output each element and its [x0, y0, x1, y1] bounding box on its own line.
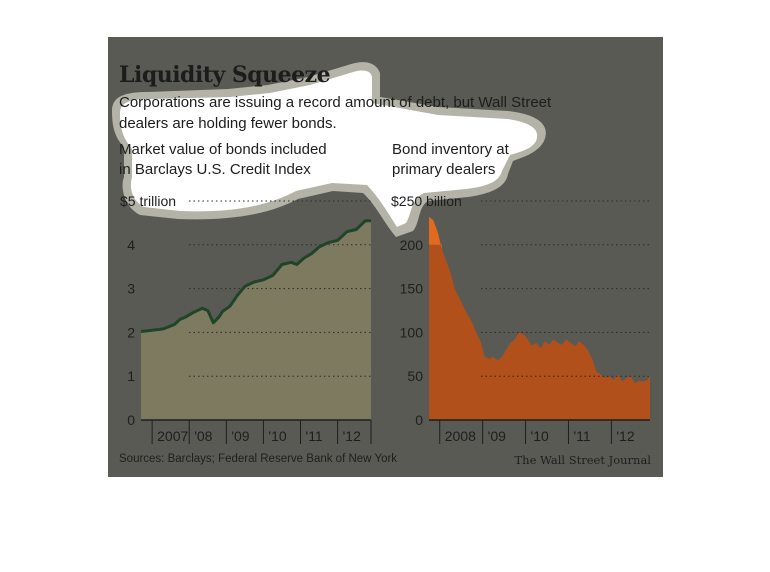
left-xtick-label: '12	[343, 428, 361, 444]
left-xtick-label: '10	[268, 428, 286, 444]
right-xtick-label: '09	[488, 428, 506, 444]
left-series-area	[141, 220, 371, 420]
left-ytick-label: 4	[127, 237, 135, 253]
left-ytick-label: 1	[127, 368, 135, 384]
right-ytick-label: 100	[400, 324, 424, 340]
left-panel-title-line1: Market value of bonds included	[119, 141, 327, 158]
left-xtick-label: 2007	[157, 428, 188, 444]
chart-title: Liquidity Squeeze	[119, 62, 331, 88]
right-series-area	[429, 216, 650, 420]
chart-subtitle-line2: dealers are holding fewer bonds.	[119, 115, 337, 132]
right-xtick-label: 2008	[445, 428, 476, 444]
left-panel-title-line2: in Barclays U.S. Credit Index	[119, 161, 311, 178]
right-xtick-label: '11	[573, 428, 590, 444]
left-ytick-label: $5 trillion	[120, 193, 176, 209]
right-xtick-label: '10	[531, 428, 549, 444]
right-series-peak	[429, 216, 442, 250]
right-ytick-label: 0	[415, 412, 423, 428]
source-note: Sources: Barclays; Federal Reserve Bank …	[119, 453, 398, 465]
left-ytick-label: 3	[127, 281, 135, 297]
left-xtick-label: '09	[231, 428, 249, 444]
right-panel-title-line1: Bond inventory at	[392, 141, 509, 158]
plots-area: 0 1 2 3 4 $5 trillion 2007 '08 '09 '10 '11 '12 0 50 10…	[120, 193, 650, 444]
highlight-halo	[112, 62, 546, 237]
left-xtick-label: '08	[194, 428, 212, 444]
right-ytick-label: $250 billion	[391, 193, 462, 209]
right-ytick-label: 200	[400, 237, 424, 253]
halo-inner	[120, 70, 538, 227]
left-ytick-label: 2	[127, 324, 135, 340]
left-series-line	[140, 219, 371, 333]
chart-subtitle-line1: Corporations are issuing a record amount…	[119, 94, 552, 111]
left-xtick-label: '11	[306, 428, 323, 444]
right-panel-title-line2: primary dealers	[392, 161, 496, 178]
right-ytick-label: 50	[407, 368, 423, 384]
left-ytick-label: 0	[127, 412, 135, 428]
right-xtick-label: '12	[616, 428, 634, 444]
chart-graphic: Liquidity Squeeze Corporations are issui…	[108, 37, 663, 477]
credit-line: The Wall Street Journal	[514, 453, 652, 467]
right-ytick-label: 150	[400, 281, 424, 297]
